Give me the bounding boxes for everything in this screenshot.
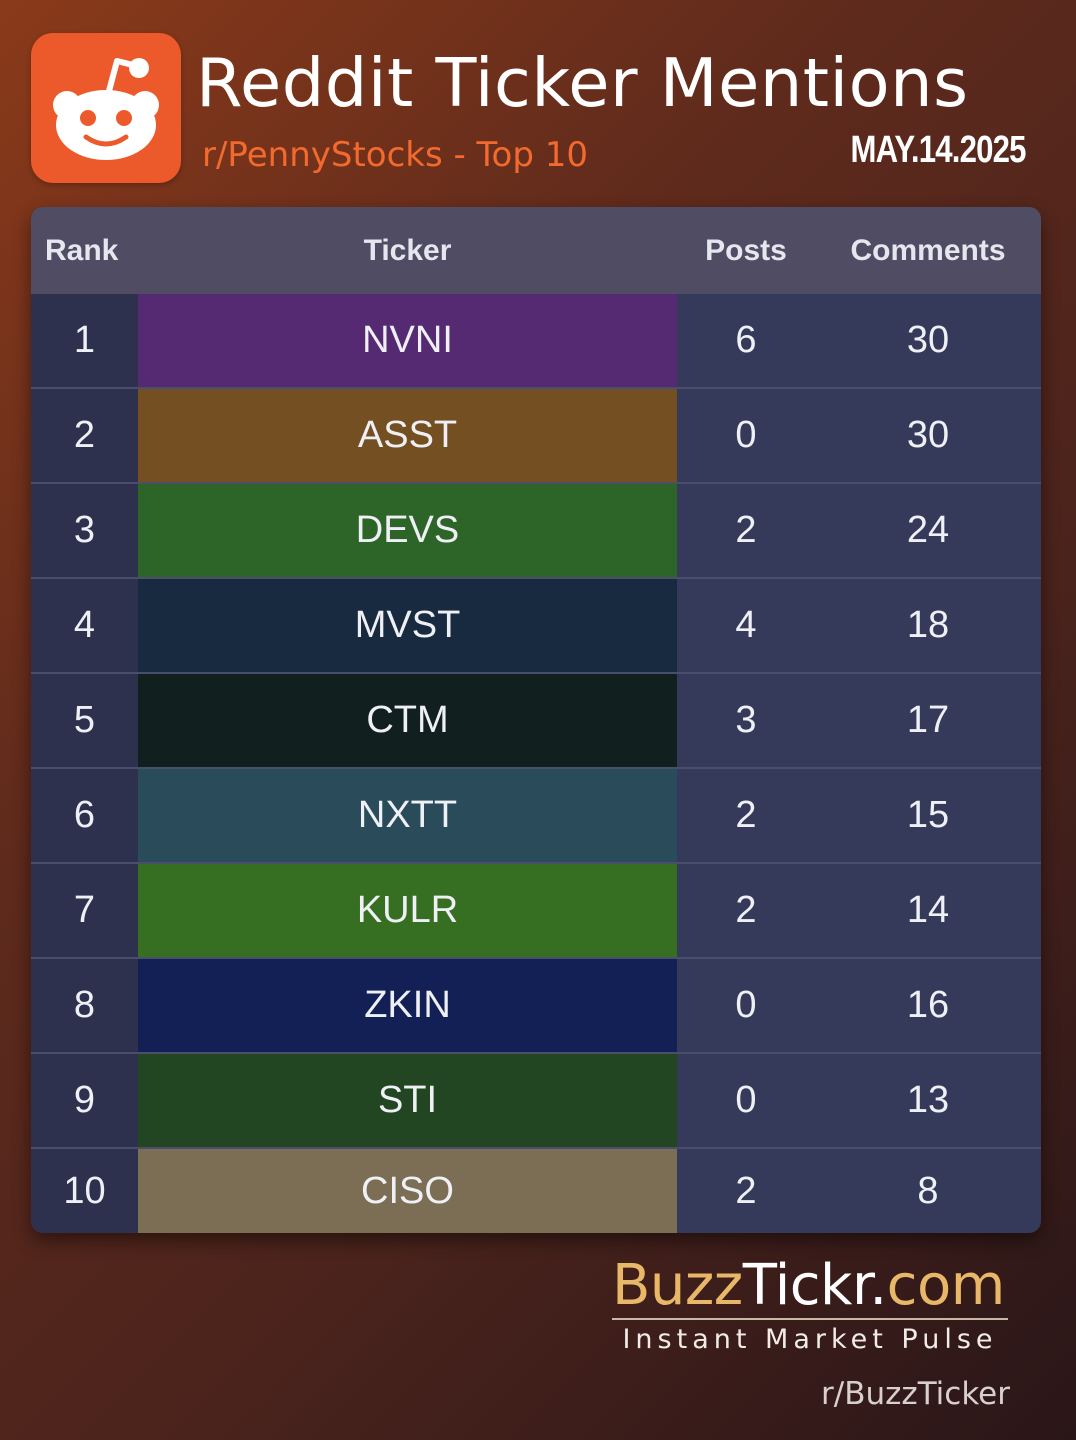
posts-cell: 0 bbox=[735, 414, 757, 456]
table-row[interactable]: 10 CISO 2 8 bbox=[31, 1149, 1041, 1233]
ticker-cell[interactable]: NXTT bbox=[138, 769, 677, 862]
brand-wordmark[interactable]: BuzzTickr.com bbox=[612, 1256, 1008, 1316]
brand-com-text: com bbox=[886, 1253, 1006, 1318]
comments-cell: 14 bbox=[906, 889, 950, 931]
ticker-cell[interactable]: CTM bbox=[138, 674, 677, 767]
comments-cell: 13 bbox=[906, 1079, 950, 1121]
column-header-rank[interactable]: Rank bbox=[45, 234, 119, 267]
subreddit-handle-link[interactable]: r/BuzzTicker bbox=[821, 1376, 1010, 1412]
ticker-cell[interactable]: KULR bbox=[138, 864, 677, 957]
posts-cell: 0 bbox=[735, 1079, 757, 1121]
posts-cell: 3 bbox=[735, 699, 757, 741]
posts-cell: 2 bbox=[735, 1170, 757, 1212]
rank-cell: 10 bbox=[31, 1149, 138, 1233]
table-row[interactable]: 8 ZKIN 0 16 bbox=[31, 959, 1041, 1054]
posts-cell: 2 bbox=[735, 794, 757, 836]
comments-cell: 17 bbox=[906, 699, 950, 741]
ticker-cell[interactable]: MVST bbox=[138, 579, 677, 672]
table-header: Rank Ticker Posts Comments bbox=[31, 207, 1041, 294]
posts-cell: 2 bbox=[735, 889, 757, 931]
comments-cell: 30 bbox=[906, 414, 950, 456]
brand-buzz-text: Buzz bbox=[612, 1253, 743, 1318]
comments-cell: 8 bbox=[917, 1170, 939, 1212]
table-row[interactable]: 3 DEVS 2 24 bbox=[31, 484, 1041, 579]
rank-cell: 6 bbox=[31, 769, 138, 862]
brand-dot-text: . bbox=[869, 1253, 887, 1318]
header: Reddit Ticker Mentions r/PennyStocks - T… bbox=[0, 0, 1076, 200]
brand-tagline: Instant Market Pulse bbox=[622, 1324, 998, 1355]
brand-tickr-text: Tickr bbox=[742, 1253, 870, 1318]
table-row[interactable]: 4 MVST 4 18 bbox=[31, 579, 1041, 674]
table-row[interactable]: 7 KULR 2 14 bbox=[31, 864, 1041, 959]
column-header-ticker[interactable]: Ticker bbox=[363, 234, 452, 267]
ticker-cell[interactable]: DEVS bbox=[138, 484, 677, 577]
posts-cell: 4 bbox=[735, 604, 757, 646]
comments-cell: 18 bbox=[906, 604, 950, 646]
comments-cell: 15 bbox=[906, 794, 950, 836]
comments-cell: 16 bbox=[906, 984, 950, 1026]
table-row[interactable]: 6 NXTT 2 15 bbox=[31, 769, 1041, 864]
page-title: Reddit Ticker Mentions bbox=[196, 44, 969, 122]
table-row[interactable]: 1 NVNI 6 30 bbox=[31, 294, 1041, 389]
comments-cell: 30 bbox=[906, 319, 950, 361]
ticker-cell[interactable]: ZKIN bbox=[138, 959, 677, 1052]
rank-cell: 8 bbox=[31, 959, 138, 1052]
rank-cell: 1 bbox=[31, 294, 138, 387]
comments-cell: 24 bbox=[906, 509, 950, 551]
posts-cell: 2 bbox=[735, 509, 757, 551]
table-row[interactable]: 9 STI 0 13 bbox=[31, 1054, 1041, 1149]
brand-name: BuzzTickr.com bbox=[612, 1256, 1008, 1316]
rank-cell: 2 bbox=[31, 389, 138, 482]
ticker-cell[interactable]: STI bbox=[138, 1054, 677, 1147]
column-header-posts[interactable]: Posts bbox=[705, 234, 787, 267]
ticker-cell[interactable]: CISO bbox=[138, 1149, 677, 1233]
table-row[interactable]: 5 CTM 3 17 bbox=[31, 674, 1041, 769]
table-row[interactable]: 2 ASST 0 30 bbox=[31, 389, 1041, 484]
subreddit-subtitle: r/PennyStocks - Top 10 bbox=[202, 135, 589, 175]
rank-cell: 5 bbox=[31, 674, 138, 767]
posts-cell: 0 bbox=[735, 984, 757, 1026]
ticker-table: Rank Ticker Posts Comments 1 NVNI 6 30 2… bbox=[31, 207, 1041, 1233]
table-body: 1 NVNI 6 30 2 ASST 0 30 3 DEVS 2 24 4 MV… bbox=[31, 294, 1041, 1233]
reddit-logo-icon bbox=[31, 33, 181, 183]
ticker-cell[interactable]: NVNI bbox=[138, 294, 677, 387]
posts-cell: 6 bbox=[735, 319, 757, 361]
rank-cell: 7 bbox=[31, 864, 138, 957]
column-header-comments[interactable]: Comments bbox=[850, 234, 1006, 267]
brand-divider bbox=[612, 1318, 1008, 1320]
rank-cell: 9 bbox=[31, 1054, 138, 1147]
rank-cell: 4 bbox=[31, 579, 138, 672]
ticker-cell[interactable]: ASST bbox=[138, 389, 677, 482]
rank-cell: 3 bbox=[31, 484, 138, 577]
date-label: MAY.14.2025 bbox=[850, 129, 1027, 171]
